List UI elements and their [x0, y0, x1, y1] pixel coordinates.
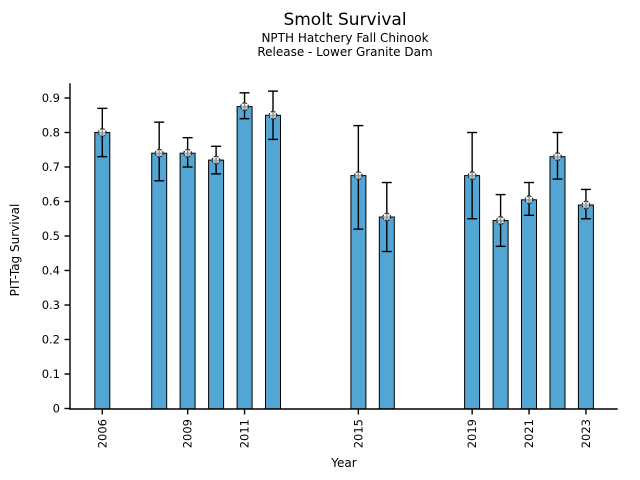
marker-circle-plus-icon [183, 148, 193, 158]
x-tick-label: 2009 [181, 419, 195, 448]
x-tick-label: 2015 [351, 419, 365, 448]
bar-2009 [179, 152, 196, 410]
marker-circle-plus-icon [581, 200, 591, 210]
y-tick-label: 0.7 [42, 160, 60, 174]
y-tick-label: 0.2 [42, 333, 60, 347]
x-ticks: 2006 2009 2011 2015 2019 2021 2023 [95, 409, 593, 448]
y-tick-label: 0.4 [42, 264, 60, 278]
axes [69, 83, 618, 410]
x-tick-label: 2023 [579, 419, 593, 448]
y-tick-label: 0.1 [42, 367, 60, 381]
chart-subtitle-2: Release - Lower Granite Dam [257, 45, 433, 59]
bar-2012 [265, 114, 281, 410]
marker-circle-plus-icon [353, 171, 363, 181]
y-tick-label: 0.6 [42, 195, 60, 209]
marker-circle-plus-icon [97, 128, 107, 137]
bar-2023 [577, 204, 594, 410]
x-tick-label: 2019 [465, 419, 479, 448]
y-tick-label: 0 [53, 402, 60, 416]
x-tick-label: 2011 [238, 419, 252, 448]
y-tick-label: 0.8 [42, 126, 60, 140]
chart-title: Smolt Survival [283, 10, 407, 30]
bar-2020 [492, 220, 509, 410]
marker-circle-plus-icon [154, 148, 164, 158]
bar-2021 [521, 199, 537, 410]
y-tick-label: 0.5 [42, 229, 60, 243]
marker-circle-plus-icon [467, 171, 477, 181]
y-tick-label: 0.3 [42, 298, 60, 312]
error-bars [97, 90, 591, 253]
x-tick-label: 2006 [95, 419, 109, 448]
marker-circle-plus-icon [382, 212, 392, 222]
bar-2006 [94, 132, 111, 410]
point-markers [97, 102, 591, 225]
marker-circle-plus-icon [268, 110, 278, 120]
y-tick-label: 0.9 [42, 91, 60, 105]
bars [94, 106, 594, 410]
bar-2010 [208, 159, 225, 410]
chart-subtitle-1: NPTH Hatchery Fall Chinook [261, 31, 429, 45]
y-ticks: 0 0.1 0.2 0.3 0.4 0.5 0.6 0.7 0.8 0.9 [42, 91, 70, 416]
marker-circle-plus-icon [211, 155, 221, 165]
x-axis-label: Year [331, 456, 357, 470]
bar-2022 [549, 156, 566, 410]
marker-circle-plus-icon [496, 216, 506, 225]
bar-2008 [151, 152, 168, 410]
marker-circle-plus-icon [524, 195, 534, 205]
marker-circle-plus-icon [553, 152, 562, 162]
marker-circle-plus-icon [240, 102, 250, 112]
x-tick-label: 2021 [522, 419, 536, 448]
bar-2011 [236, 106, 253, 410]
